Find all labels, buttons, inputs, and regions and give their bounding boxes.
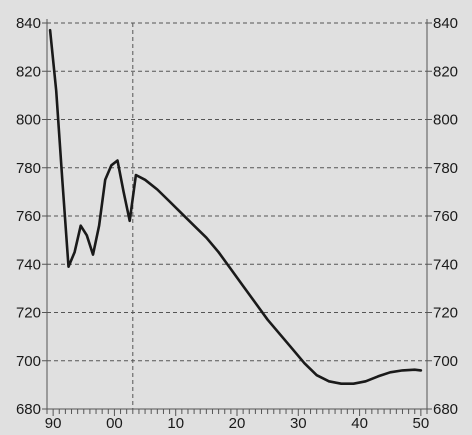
grid-layer — [47, 22, 427, 409]
tick-labels-layer: 680 680 700 700 720 720 740 740 760 760 780 780 800 8… — [16, 15, 458, 432]
y-tick-label-left: 680 — [16, 401, 41, 418]
y-tick-label-right: 780 — [433, 160, 458, 177]
y-tick-label-right: 720 — [433, 305, 458, 322]
y-tick-label-left: 840 — [16, 15, 41, 32]
x-tick-label: 00 — [106, 415, 123, 430]
y-tick-label-left: 740 — [16, 256, 41, 273]
y-tick-label-left: 760 — [16, 208, 41, 225]
axes-layer — [42, 19, 432, 416]
y-tick-label-right: 740 — [433, 256, 458, 273]
x-tick-label: 90 — [45, 415, 62, 430]
x-tick-label: 20 — [229, 415, 246, 430]
series-line — [48, 28, 423, 386]
y-tick-label-left: 800 — [16, 112, 41, 129]
x-tick-label: 10 — [167, 415, 184, 430]
y-tick-label-right: 820 — [433, 63, 458, 80]
x-tick-label: 50 — [413, 415, 430, 430]
y-tick-label-left: 780 — [16, 160, 41, 177]
y-tick-label-right: 800 — [433, 112, 458, 129]
y-tick-label-left: 820 — [16, 63, 41, 80]
y-tick-label-left: 700 — [16, 353, 41, 370]
y-tick-label-right: 840 — [433, 15, 458, 32]
x-tick-label: 40 — [351, 415, 368, 430]
y-tick-label-left: 720 — [16, 305, 41, 322]
y-tick-label-right: 700 — [433, 353, 458, 370]
y-tick-label-right: 680 — [433, 401, 458, 418]
y-tick-label-right: 760 — [433, 208, 458, 225]
x-tick-label: 30 — [290, 415, 307, 430]
series-layer — [48, 28, 423, 386]
